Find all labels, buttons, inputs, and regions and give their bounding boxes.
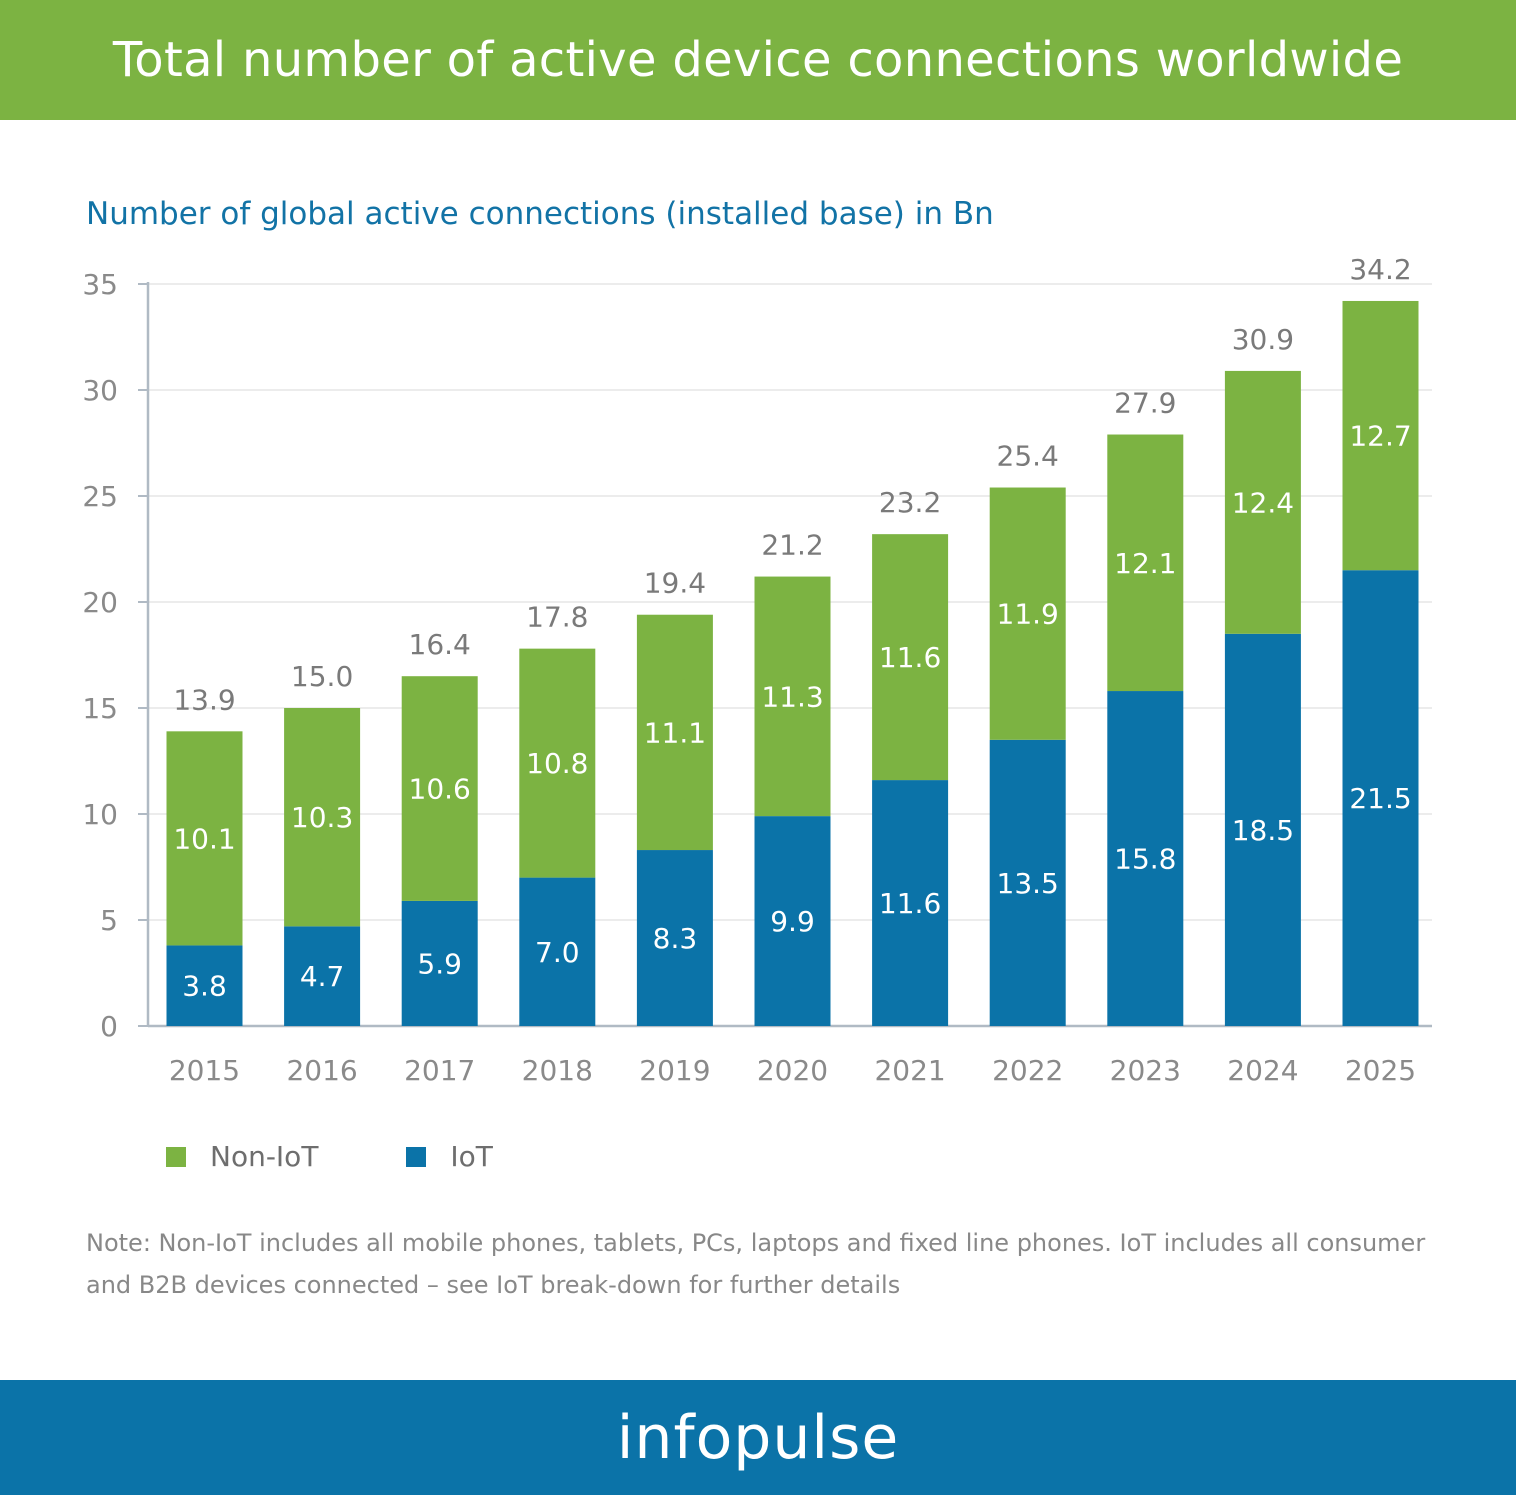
- bar-iot: [1224, 633, 1301, 1026]
- x-tick-label: 2020: [757, 1054, 828, 1087]
- bar-iot: [166, 945, 243, 1026]
- total-label: 25.4: [997, 440, 1059, 473]
- data-label-iot: 3.8: [182, 970, 227, 1003]
- bar-non-iot: [872, 534, 949, 781]
- bar-non-iot: [989, 487, 1066, 740]
- bar-iot: [1342, 570, 1419, 1026]
- x-tick-label: 2024: [1227, 1054, 1298, 1087]
- header-banner: Total number of active device connection…: [0, 0, 1516, 120]
- bar-iot: [754, 816, 831, 1026]
- total-label: 13.9: [173, 683, 235, 716]
- x-tick-label: 2016: [286, 1054, 357, 1087]
- brand-logo-text: infopulse: [616, 1402, 900, 1473]
- legend-label-non-iot: Non-IoT: [210, 1140, 319, 1173]
- legend-item-non-iot: Non-IoT: [166, 1140, 318, 1173]
- data-label-non-iot: 10.6: [409, 773, 471, 806]
- data-label-non-iot: 10.1: [173, 822, 235, 855]
- page-title: Total number of active device connection…: [112, 32, 1404, 88]
- data-label-iot: 7.0: [535, 936, 580, 969]
- data-label-iot: 8.3: [653, 922, 698, 955]
- chart-note: Note: Non-IoT includes all mobile phones…: [86, 1229, 1426, 1299]
- total-label: 17.8: [526, 601, 588, 634]
- data-label-iot: 11.6: [879, 887, 941, 920]
- legend-item-iot: IoT: [406, 1140, 493, 1173]
- data-label-iot: 4.7: [300, 960, 345, 993]
- x-tick-label: 2023: [1110, 1054, 1181, 1087]
- bar-non-iot: [284, 708, 361, 927]
- legend-label-iot: IoT: [450, 1140, 493, 1173]
- bar-iot: [636, 850, 713, 1026]
- legend-swatch-iot: [406, 1146, 427, 1167]
- legend-swatch-non-iot: [166, 1146, 186, 1167]
- bar-iot: [519, 877, 596, 1026]
- total-label: 16.4: [409, 628, 471, 661]
- chart-title: Number of global active connections (ins…: [86, 196, 994, 232]
- data-label-non-iot: 12.7: [1349, 420, 1411, 453]
- total-label: 21.2: [761, 529, 823, 562]
- bar-iot: [872, 780, 949, 1026]
- total-label: 19.4: [644, 567, 706, 600]
- bar-iot: [284, 926, 361, 1026]
- data-label-non-iot: 10.3: [291, 801, 353, 834]
- x-tick-label: 2025: [1345, 1054, 1416, 1087]
- total-label: 30.9: [1232, 323, 1294, 356]
- data-label-non-iot: 12.4: [1232, 486, 1294, 519]
- bar-non-iot: [636, 614, 713, 851]
- data-label-non-iot: 11.6: [879, 641, 941, 674]
- bar-non-iot: [1342, 300, 1419, 571]
- y-tick-label: 35: [82, 268, 118, 301]
- legend: Non-IoT IoT: [166, 1140, 581, 1173]
- data-label-non-iot: 12.1: [1114, 547, 1176, 580]
- y-tick-label: 5: [100, 904, 118, 937]
- data-label-non-iot: 11.3: [761, 680, 823, 713]
- x-tick-label: 2017: [404, 1054, 475, 1087]
- x-tick-label: 2015: [169, 1054, 240, 1087]
- y-tick-label: 20: [82, 586, 118, 619]
- x-tick-label: 2019: [639, 1054, 710, 1087]
- y-tick-label: 15: [82, 692, 118, 725]
- bar-iot: [989, 739, 1066, 1026]
- stacked-bar-chart: 051015202530353.810.113.920154.710.315.0…: [82, 253, 1432, 1087]
- bar-non-iot: [166, 731, 243, 946]
- bar-non-iot: [1224, 370, 1301, 634]
- total-label: 34.2: [1349, 253, 1411, 286]
- data-label-iot: 9.9: [770, 905, 815, 938]
- data-label-non-iot: 11.1: [644, 716, 706, 749]
- bar-iot: [401, 900, 478, 1026]
- data-label-iot: 13.5: [997, 867, 1059, 900]
- bar-non-iot: [401, 676, 478, 901]
- y-tick-label: 0: [100, 1010, 118, 1043]
- y-tick-label: 10: [82, 798, 118, 831]
- data-label-iot: 5.9: [417, 947, 462, 980]
- bar-non-iot: [1107, 434, 1184, 692]
- y-tick-label: 25: [82, 480, 118, 513]
- x-tick-label: 2018: [522, 1054, 593, 1087]
- bar-non-iot: [519, 648, 596, 878]
- data-label-non-iot: 11.9: [997, 598, 1059, 631]
- y-tick-label: 30: [82, 374, 118, 407]
- data-label-iot: 15.8: [1114, 843, 1176, 876]
- total-label: 15.0: [291, 660, 353, 693]
- total-label: 23.2: [879, 486, 941, 519]
- data-label-non-iot: 10.8: [526, 747, 588, 780]
- total-label: 27.9: [1114, 387, 1176, 420]
- bar-iot: [1107, 691, 1184, 1026]
- data-label-iot: 18.5: [1232, 814, 1294, 847]
- data-label-iot: 21.5: [1349, 782, 1411, 815]
- x-tick-label: 2022: [992, 1054, 1063, 1087]
- bar-non-iot: [754, 576, 831, 817]
- footer-banner: infopulse: [0, 1380, 1516, 1495]
- x-tick-label: 2021: [874, 1054, 945, 1087]
